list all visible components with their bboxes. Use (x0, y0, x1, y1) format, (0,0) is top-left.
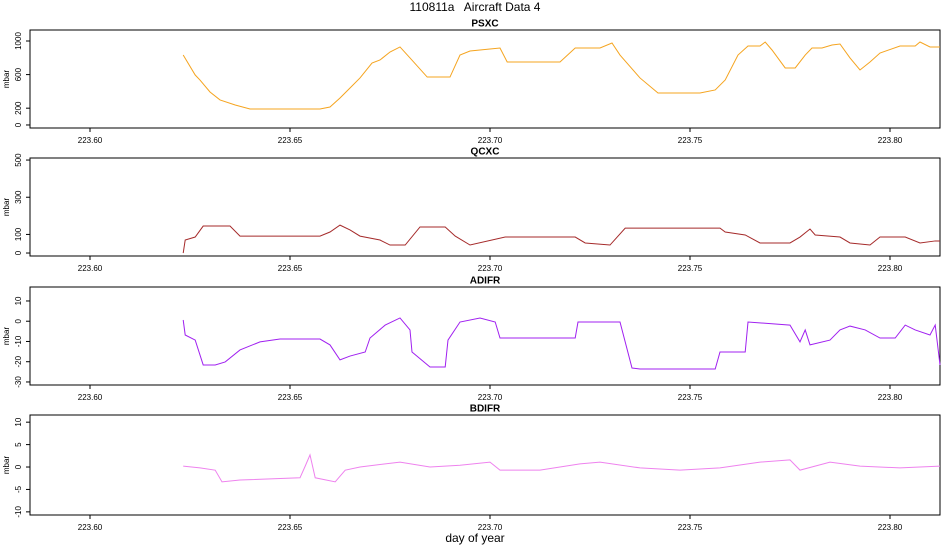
panel-title: ADIFR (470, 276, 501, 287)
plot-frame (29, 414, 941, 516)
x-axis-label: day of year (445, 531, 504, 545)
x-tick-label: 223.75 (678, 136, 703, 145)
data-line (182, 317, 941, 370)
x-tick-label: 223.60 (78, 523, 103, 532)
y-axis-label: mbar (2, 198, 11, 217)
x-tick-label: 223.80 (878, 264, 903, 273)
y-tick-label: 0 (14, 464, 23, 469)
x-tick-label: 223.65 (278, 136, 303, 145)
x-tick-label: 223.60 (78, 393, 103, 402)
data-line (182, 41, 940, 110)
x-tick-label: 223.80 (878, 523, 903, 532)
y-axis-label: mbar (2, 456, 11, 475)
y-tick-label: 0 (14, 122, 23, 127)
y-tick-label: -10 (14, 335, 23, 347)
x-tick-label: 223.70 (478, 523, 503, 532)
y-tick-label: 500 (14, 153, 23, 167)
x-tick-label: 223.75 (678, 523, 703, 532)
plot-frame (29, 286, 941, 386)
x-tick-label: 223.60 (78, 136, 103, 145)
x-tick-label: 223.65 (278, 393, 303, 402)
x-tick-label: 223.60 (78, 264, 103, 273)
y-axis-label: mbar (2, 327, 11, 346)
x-tick-label: 223.75 (678, 264, 703, 273)
y-tick-label: 5 (14, 442, 23, 447)
y-tick-label: 600 (14, 67, 23, 81)
panel-title: PSXC (471, 19, 498, 30)
y-tick-label: 1000 (14, 32, 23, 50)
y-tick-label: 0 (14, 250, 23, 255)
x-tick-label: 223.65 (278, 264, 303, 273)
plot-frame (29, 29, 941, 129)
page-title: 110811a Aircraft Data 4 (410, 0, 541, 14)
y-tick-label: 300 (14, 190, 23, 204)
x-tick-label: 223.65 (278, 523, 303, 532)
plot-frame (29, 157, 941, 257)
y-tick-label: 10 (14, 296, 23, 305)
panel-title: QCXC (471, 147, 500, 158)
x-tick-label: 223.70 (478, 136, 503, 145)
x-tick-label: 223.75 (678, 393, 703, 402)
x-tick-label: 223.70 (478, 393, 503, 402)
x-tick-label: 223.80 (878, 393, 903, 402)
y-tick-label: -30 (14, 376, 23, 388)
data-line (183, 453, 941, 483)
y-tick-label: -10 (14, 506, 23, 518)
y-tick-label: 10 (14, 417, 23, 426)
x-tick-label: 223.80 (878, 136, 903, 145)
data-line (182, 224, 940, 254)
y-tick-label: 0 (14, 318, 23, 323)
y-tick-label: 100 (14, 227, 23, 241)
y-tick-label: -5 (14, 485, 23, 493)
x-tick-label: 223.70 (478, 264, 503, 273)
panel-title: BDIFR (470, 404, 501, 415)
y-tick-label: -20 (14, 355, 23, 367)
y-tick-label: 200 (14, 101, 23, 115)
y-axis-label: mbar (2, 70, 11, 89)
